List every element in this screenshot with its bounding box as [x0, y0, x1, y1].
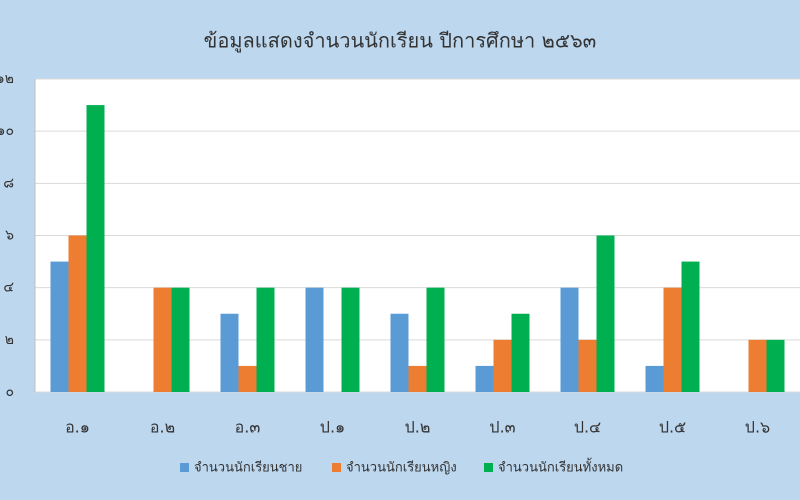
bar [171, 287, 190, 392]
bar [560, 287, 579, 392]
bar [578, 339, 597, 392]
bar [256, 287, 275, 392]
x-tick-label: ป.๓ [489, 418, 515, 437]
bar [341, 287, 360, 392]
bar [305, 287, 324, 392]
y-tick-label: ๖ [5, 228, 14, 244]
bar [475, 365, 494, 392]
legend-swatch [332, 463, 341, 472]
x-tick-label: อ.๒ [150, 418, 175, 437]
bar [493, 339, 512, 392]
y-tick-label: ๘ [3, 175, 14, 191]
bar [681, 261, 700, 392]
x-tick-label: ป.๑ [320, 418, 345, 437]
legend-swatch [484, 463, 493, 472]
legend-label: จำนวนนักเรียนทั้งหมด [498, 458, 623, 476]
x-tick-label: ป.๖ [745, 418, 770, 437]
y-tick-label: ๔ [3, 280, 14, 296]
x-tick-label: อ.๓ [235, 418, 261, 437]
bar [511, 313, 530, 392]
bar [766, 339, 785, 392]
bar [408, 365, 427, 392]
x-tick-label: ป.๔ [574, 418, 601, 437]
bar [390, 313, 409, 392]
bar [426, 287, 445, 392]
bar [68, 235, 87, 392]
y-tick-label: ๑๐ [0, 123, 14, 139]
bar [663, 287, 682, 392]
x-tick-label: อ.๑ [65, 418, 90, 437]
bar [645, 365, 664, 392]
y-tick-label: ๒ [5, 332, 14, 348]
bar [238, 365, 257, 392]
legend-label: จำนวนนักเรียนชาย [194, 460, 302, 476]
bar [50, 261, 69, 392]
chart-title: ข้อมูลแสดงจำนวนนักเรียน ปีการศึกษา ๒๕๖๓ [204, 29, 597, 54]
x-tick-label: ป.๒ [405, 418, 431, 437]
bar [220, 313, 239, 392]
bar [153, 287, 172, 392]
x-tick-label: ป.๕ [659, 418, 686, 437]
y-tick-label: ๐ [5, 384, 14, 400]
bar [596, 235, 615, 392]
legend-swatch [180, 463, 189, 472]
bar [86, 105, 105, 392]
bar [748, 339, 767, 392]
y-tick-label: ๑๒ [0, 71, 14, 87]
legend-label: จำนวนนักเรียนหญิง [346, 460, 457, 476]
